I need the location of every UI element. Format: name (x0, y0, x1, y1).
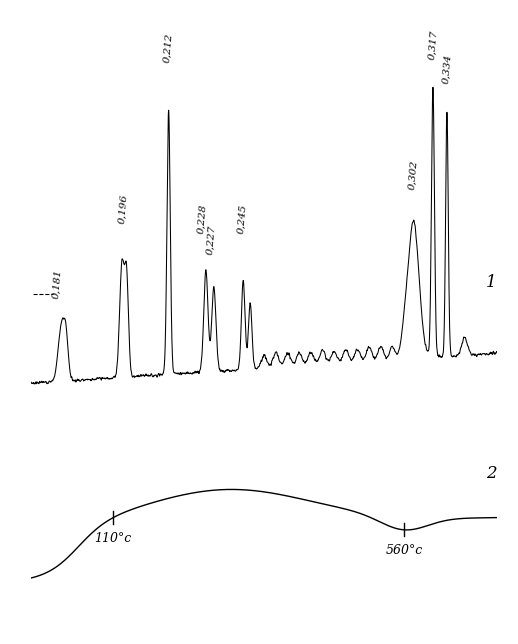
Text: 0,196: 0,196 (118, 194, 129, 224)
Text: 0,212: 0,212 (163, 33, 175, 63)
Text: 0,317: 0,317 (427, 30, 439, 60)
Text: 110°c: 110°c (94, 533, 131, 545)
Text: 0,227: 0,227 (205, 225, 217, 255)
Text: 0,334: 0,334 (441, 53, 453, 84)
Text: 1: 1 (485, 274, 496, 290)
Text: 0,302: 0,302 (408, 160, 419, 190)
Text: 2: 2 (485, 465, 496, 482)
Text: 0,228: 0,228 (197, 204, 208, 234)
Text: 0,245: 0,245 (236, 204, 248, 234)
Text: 560°c: 560°c (385, 544, 423, 557)
Text: 0,181: 0,181 (51, 269, 63, 299)
